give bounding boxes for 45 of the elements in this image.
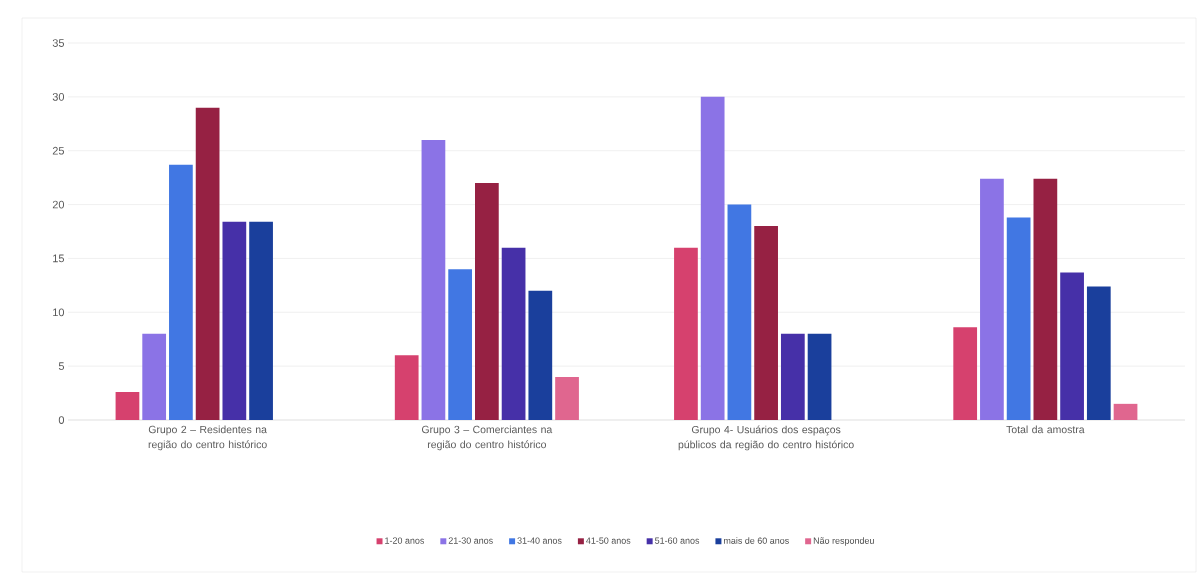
x-tick-label: Grupo 3 – Comerciantes na região do centro histórico [421, 425, 553, 451]
x-tick-label: Grupo 4- Usuários dos espaços públicos da região do centro histórico [678, 425, 854, 451]
bar [501, 247, 526, 420]
bar [222, 221, 247, 420]
legend-label: Não respondeu [813, 537, 874, 546]
legend-label: 1-20 anos [385, 537, 425, 544]
bar [674, 247, 698, 420]
legend-label: mais de 60 anos [724, 537, 789, 544]
bar [555, 376, 579, 420]
bar [475, 183, 499, 420]
x-tick-label: Total da amostra [1006, 425, 1085, 434]
bar [421, 139, 446, 420]
bar [1060, 272, 1084, 420]
bar [953, 327, 978, 420]
legend-label: 51-60 anos [655, 537, 700, 544]
legend-label: 21-30 anos [448, 537, 493, 544]
y-tick-label: 15 [53, 254, 65, 263]
bar [448, 269, 473, 420]
bar [1086, 286, 1111, 420]
bar [394, 355, 419, 420]
bar [1113, 403, 1138, 420]
bar [700, 96, 725, 420]
legend-label: 31-40 anos [517, 537, 562, 544]
y-tick-label: 35 [52, 39, 65, 47]
bar [1033, 178, 1058, 420]
x-tick-label: Grupo 2 – Residentes na região do centro histórico [148, 425, 267, 451]
y-tick-label: 5 [58, 362, 65, 370]
bar [195, 107, 220, 420]
legend-label: 41-50 anos [586, 537, 631, 544]
bar [807, 333, 832, 420]
y-tick-label: 20 [52, 200, 65, 209]
y-tick-label: 10 [53, 308, 65, 317]
bar [528, 290, 553, 420]
bar [249, 221, 273, 420]
bar [980, 178, 1004, 420]
bar [754, 226, 778, 420]
bar [115, 391, 140, 420]
y-tick-label: 30 [52, 92, 65, 101]
bar [142, 333, 167, 420]
y-tick-label: 0 [58, 416, 65, 424]
y-tick-label: 25 [52, 146, 65, 155]
bar [1006, 217, 1031, 420]
bar [780, 333, 805, 420]
bar [169, 164, 193, 420]
bar [727, 204, 752, 420]
